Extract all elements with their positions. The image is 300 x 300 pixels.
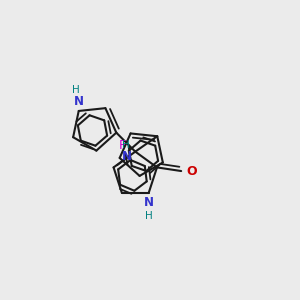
Text: H: H [145, 211, 153, 221]
Text: N: N [144, 196, 154, 209]
Text: N: N [74, 95, 84, 108]
Text: F: F [119, 139, 126, 152]
Text: H: H [122, 140, 130, 150]
Text: O: O [186, 164, 197, 178]
Text: N: N [122, 150, 132, 163]
Text: H: H [72, 85, 79, 95]
